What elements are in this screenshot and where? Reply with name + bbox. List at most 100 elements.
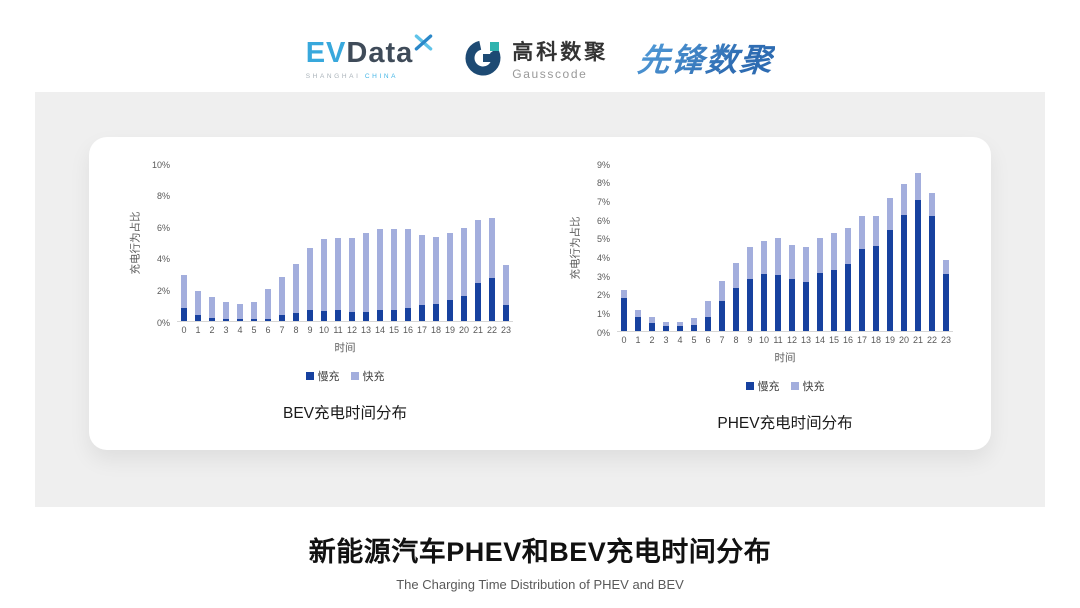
x-tick-label: 7 <box>719 335 725 345</box>
bar-segment-fast <box>335 238 341 310</box>
bar-segment-fast <box>265 289 271 319</box>
bar-segment-slow <box>663 326 669 331</box>
bar-slot <box>687 317 701 331</box>
bar-slot <box>345 238 359 321</box>
plot-row: 充电行为占比 0% 2% 4% 6% 8% 10% <box>127 160 513 328</box>
chart-title: PHEV充电时间分布 <box>717 415 853 432</box>
bar-segment-slow <box>635 317 641 331</box>
y-tick-label: 8% <box>156 191 170 202</box>
bar-segment-fast <box>279 276 285 316</box>
gausscode-en-text: Gausscode <box>512 66 588 81</box>
bar-slot <box>743 247 757 331</box>
x-tick-label: 18 <box>870 335 881 345</box>
bar-slot <box>631 309 645 331</box>
bar-segment-slow <box>461 295 467 321</box>
x-tick-label: 11 <box>773 335 783 345</box>
bar-stack <box>831 233 837 331</box>
bar-slot <box>471 219 485 321</box>
bar-segment-slow <box>475 283 481 321</box>
y-tick-label: 0% <box>156 317 170 328</box>
caption-block: 新能源汽车PHEV和BEV充电时间分布 The Charging Time Di… <box>0 530 1080 592</box>
x-tick-label: 10 <box>318 325 329 335</box>
bar-stack <box>475 219 481 321</box>
x-tick-label: 21 <box>912 335 923 345</box>
bar-stack <box>733 262 739 331</box>
bar-segment-slow <box>873 246 879 331</box>
x-tick-label: 8 <box>733 335 739 345</box>
bar-segment-slow <box>391 309 397 321</box>
bar-slot <box>715 280 729 331</box>
y-tick-label: 6% <box>596 215 610 226</box>
legend-item: 慢充 <box>745 378 780 394</box>
evdata-china-text: CHINA <box>364 72 399 80</box>
bar-slot <box>191 291 205 321</box>
bar-segment-slow <box>691 325 697 331</box>
bar-slot <box>659 321 673 331</box>
x-tick-label: 5 <box>691 335 697 345</box>
bar-segment-fast <box>901 183 907 216</box>
x-tick-label: 17 <box>416 325 427 335</box>
x-tick-label: 15 <box>388 325 399 335</box>
bar-slot <box>317 238 331 321</box>
legend-label: 慢充 <box>757 381 780 393</box>
bar-slot <box>275 276 289 321</box>
bar-segment-fast <box>621 289 627 299</box>
bar-stack <box>265 289 271 321</box>
x-tick-label: 0 <box>621 335 627 345</box>
x-tick-label: 2 <box>209 325 215 335</box>
bar-segment-fast <box>181 275 187 309</box>
y-axis-title-text: 充电行为占比 <box>129 211 142 275</box>
x-tick-label: 4 <box>677 335 683 345</box>
x-tick-label: 13 <box>800 335 811 345</box>
bar-segment-slow <box>251 319 257 321</box>
bar-stack <box>691 317 697 331</box>
bar-stack <box>873 216 879 331</box>
x-tick-label: 23 <box>940 335 951 345</box>
bar-segment-slow <box>929 216 935 331</box>
y-tick-label: 0% <box>596 327 610 338</box>
legend-swatch <box>745 382 754 390</box>
bar-segment-slow <box>901 215 907 331</box>
bar-segment-slow <box>719 301 725 331</box>
bar-segment-slow <box>447 300 453 321</box>
bar-stack <box>293 264 299 321</box>
bar-stack <box>845 228 851 331</box>
bar-slot <box>401 228 415 321</box>
y-tick-label: 5% <box>596 234 610 245</box>
x-axis: 0 1 2 3 4 5 6 7 8 9 10 11 12 13 14 15 16 17 18 19 20 21 22 23 <box>127 325 513 335</box>
plot-area <box>177 164 513 322</box>
bar-stack <box>663 321 669 331</box>
bar-segment-slow <box>293 313 299 321</box>
bar-slot <box>415 234 429 321</box>
y-tick-label: 10% <box>151 159 170 170</box>
bar-slot <box>429 237 443 321</box>
gausscode-g-icon <box>465 40 501 76</box>
pioneer-logo-text: 先锋数聚 <box>636 35 777 81</box>
evdata-wordmark: EV Data <box>306 34 434 70</box>
y-tick-label: 8% <box>596 178 610 189</box>
bar-stack <box>223 302 229 321</box>
bar-stack <box>677 321 683 331</box>
bar-segment-fast <box>419 234 425 306</box>
bar-segment-slow <box>831 270 837 331</box>
legend-label: 慢充 <box>317 371 340 383</box>
bar-stack <box>929 192 935 331</box>
x-tick-label: 19 <box>884 335 895 345</box>
bar-slot <box>673 321 687 331</box>
y-axis-title: 充电行为占比 <box>567 164 583 332</box>
bar-stack <box>887 198 893 331</box>
bar-slot <box>443 232 457 321</box>
bar-slot <box>855 216 869 331</box>
bar-stack <box>719 280 725 331</box>
plot-area <box>617 164 953 332</box>
bar-segment-slow <box>377 309 383 321</box>
bar-segment-slow <box>405 307 411 321</box>
bar-slot <box>939 260 953 331</box>
bar-slot <box>247 302 261 321</box>
bar-segment-fast <box>377 229 383 310</box>
x-tick-label: 12 <box>346 325 357 335</box>
bar-segment-slow <box>489 277 495 321</box>
bar-segment-fast <box>761 241 767 275</box>
evdata-subtext: SHANGHAI CHINA <box>306 73 434 80</box>
chart-footer: 时间 慢充 快充 PHEV充电时间分布 <box>617 345 953 433</box>
